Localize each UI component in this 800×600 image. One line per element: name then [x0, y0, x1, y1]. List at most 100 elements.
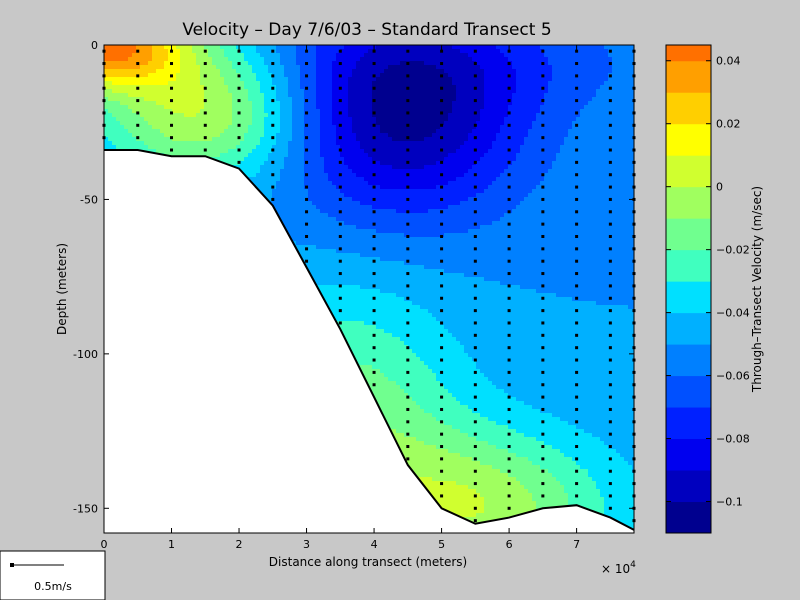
- field-cell: [252, 177, 257, 182]
- field-cell: [136, 141, 141, 146]
- field-cell: [176, 97, 181, 102]
- field-cell: [120, 61, 125, 66]
- field-cell: [168, 121, 173, 126]
- field-cell: [104, 125, 109, 130]
- field-cell: [132, 145, 137, 150]
- field-cell: [232, 125, 237, 130]
- field-cell: [224, 65, 229, 70]
- field-cell: [256, 49, 261, 54]
- field-cell: [260, 185, 265, 190]
- field-cell: [212, 97, 217, 102]
- field-cell: [256, 149, 261, 154]
- field-cell: [156, 117, 161, 122]
- field-cell: [132, 105, 137, 110]
- field-cell: [128, 141, 133, 146]
- field-cell: [208, 65, 213, 70]
- field-cell: [224, 137, 229, 142]
- field-cell: [204, 133, 209, 138]
- field-cell: [248, 121, 253, 126]
- field-cell: [132, 141, 137, 146]
- field-cell: [252, 101, 257, 106]
- field-cell: [168, 145, 173, 150]
- field-cell: [156, 89, 161, 94]
- field-cell: [220, 89, 225, 94]
- field-cell: [136, 77, 141, 82]
- field-cell: [256, 105, 261, 110]
- field-cell: [128, 137, 133, 142]
- field-cell: [164, 101, 169, 106]
- field-cell: [236, 77, 241, 82]
- field-cell: [204, 109, 209, 114]
- field-cell: [156, 81, 161, 86]
- field-cell: [240, 81, 245, 86]
- field-cell: [252, 169, 257, 174]
- field-cell: [228, 81, 233, 86]
- field-cell: [164, 57, 169, 62]
- field-cell: [204, 65, 209, 70]
- field-cell: [148, 137, 153, 142]
- field-cell: [116, 125, 121, 130]
- field-cell: [244, 165, 249, 170]
- field-cell: [240, 137, 245, 142]
- field-cell: [260, 89, 265, 94]
- field-cell: [120, 85, 125, 90]
- field-cell: [260, 45, 265, 50]
- field-cell: [156, 105, 161, 110]
- field-cell: [128, 125, 133, 130]
- field-cell: [248, 77, 253, 82]
- field-cell: [244, 161, 249, 166]
- field-cell: [240, 57, 245, 62]
- field-cell: [176, 61, 181, 66]
- field-cell: [120, 133, 125, 138]
- field-cell: [120, 129, 125, 134]
- field-cell: [220, 65, 225, 70]
- field-cell: [136, 117, 141, 122]
- field-cell: [128, 145, 133, 150]
- field-cell: [116, 81, 121, 86]
- field-cell: [208, 129, 213, 134]
- field-cell: [188, 105, 193, 110]
- field-cell: [188, 61, 193, 66]
- field-cell: [156, 69, 161, 74]
- field-cell: [164, 145, 169, 150]
- field-cell: [208, 141, 213, 146]
- field-cell: [228, 85, 233, 90]
- field-cell: [148, 69, 153, 74]
- field-cell: [148, 113, 153, 118]
- field-cell: [184, 133, 189, 138]
- field-cell: [176, 109, 181, 114]
- field-cell: [176, 105, 181, 110]
- field-cell: [172, 65, 177, 70]
- field-cell: [248, 93, 253, 98]
- field-cell: [212, 69, 217, 74]
- field-cell: [144, 121, 149, 126]
- field-cell: [120, 57, 125, 62]
- field-cell: [244, 101, 249, 106]
- field-cell: [152, 69, 157, 74]
- field-cell: [196, 149, 201, 154]
- field-cell: [152, 53, 157, 58]
- field-cell: [248, 53, 253, 58]
- field-cell: [124, 113, 129, 118]
- field-cell: [120, 121, 125, 126]
- field-cell: [172, 105, 177, 110]
- field-cell: [156, 109, 161, 114]
- field-cell: [188, 121, 193, 126]
- field-cell: [120, 93, 125, 98]
- field-cell: [208, 57, 213, 62]
- field-cell: [220, 73, 225, 78]
- field-cell: [160, 89, 165, 94]
- field-cell: [188, 101, 193, 106]
- field-cell: [108, 129, 113, 134]
- field-cell: [208, 137, 213, 142]
- field-cell: [152, 61, 157, 66]
- field-cell: [116, 109, 121, 114]
- field-cell: [240, 165, 245, 170]
- field-cell: [144, 129, 149, 134]
- field-cell: [200, 81, 205, 86]
- field-cell: [176, 53, 181, 58]
- field-cell: [228, 53, 233, 58]
- field-cell: [184, 65, 189, 70]
- field-cell: [120, 113, 125, 118]
- field-cell: [128, 77, 133, 82]
